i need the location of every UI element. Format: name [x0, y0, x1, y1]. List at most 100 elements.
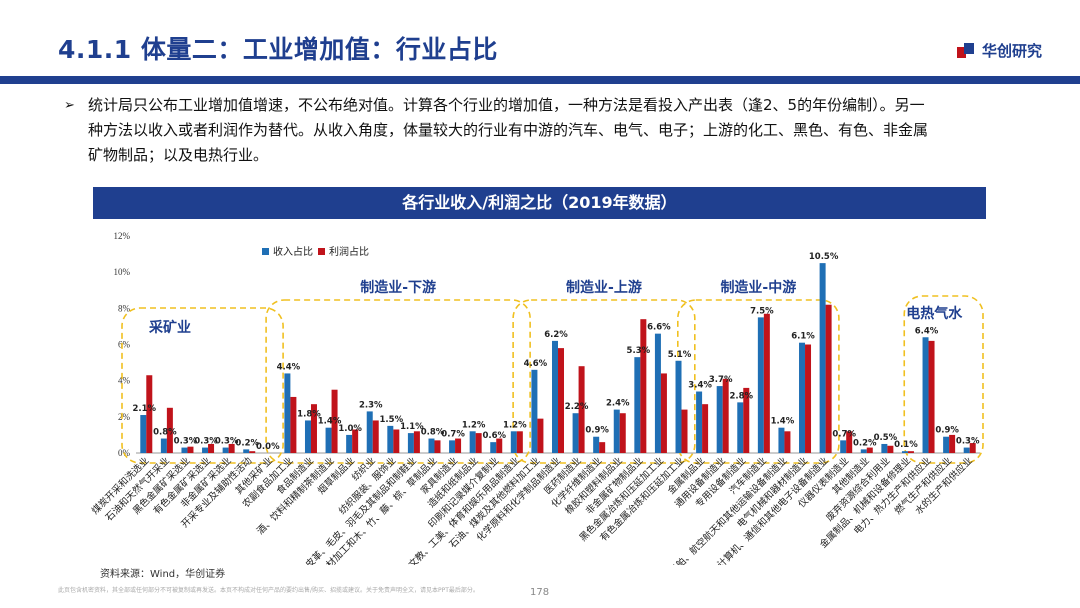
bar-profit [681, 409, 688, 453]
value-label: 0.5% [874, 433, 898, 443]
value-label: 1.4% [771, 417, 795, 427]
bar-revenue [696, 391, 703, 453]
bar-profit [578, 366, 585, 453]
value-label: 6.6% [647, 323, 671, 333]
bar-revenue [160, 438, 167, 453]
bar-profit [331, 389, 338, 453]
bar-profit [310, 404, 317, 453]
value-label: 0.9% [935, 426, 959, 436]
bar-revenue [222, 447, 229, 453]
bar-revenue [675, 360, 682, 453]
bar-profit [743, 387, 750, 453]
value-label: 1.2% [503, 420, 527, 430]
value-label: 0.2% [235, 438, 259, 448]
y-tick-label: 12% [114, 231, 131, 241]
bar-profit [372, 420, 379, 453]
bar-profit [825, 304, 832, 453]
bar-revenue [449, 440, 456, 453]
bar-revenue [716, 386, 723, 453]
value-label: 2.3% [359, 400, 383, 410]
arrow-bullet-icon: ➢ [64, 98, 75, 113]
value-label: 10.5% [809, 252, 839, 262]
brand-mark-icon [956, 42, 974, 58]
source-note: 资料来源：Wind，华创证券 [100, 569, 226, 580]
bar-profit [434, 440, 441, 453]
bar-revenue [387, 425, 394, 453]
bar-revenue [613, 409, 620, 453]
bar-revenue [304, 420, 311, 453]
bar-revenue [346, 434, 353, 453]
bar-revenue [552, 340, 558, 453]
bar-profit [455, 438, 462, 453]
bar-revenue [737, 402, 744, 453]
bar-revenue [428, 438, 435, 453]
value-label: 5.3% [627, 346, 651, 356]
value-label: 6.2% [544, 330, 568, 340]
group-label: 制造业-下游 [360, 279, 436, 296]
value-label: 4.6% [524, 359, 548, 369]
bar-revenue [654, 333, 661, 453]
bar-profit [537, 418, 544, 453]
bar-profit [619, 413, 626, 453]
value-label: 1.0% [338, 424, 362, 434]
bullet-line: 统计局只公布工业增加值增速，不公布绝对值。计算各个行业的增加值，一种方法是看投入… [88, 96, 925, 114]
bar-revenue [243, 449, 250, 453]
bar-profit [949, 434, 956, 453]
bullet-block: ➢ 统计局只公布工业增加值增速，不公布绝对值。计算各个行业的增加值，一种方法是看… [64, 93, 1024, 168]
value-label: 6.1% [791, 332, 815, 342]
value-label: 0.3% [215, 437, 239, 447]
value-label: 0.7% [832, 429, 856, 439]
value-label: 2.1% [133, 404, 157, 414]
bar-profit [763, 313, 770, 453]
bar-profit [722, 378, 729, 453]
y-tick-label: 2% [118, 412, 131, 422]
bar-revenue [922, 337, 929, 453]
bar-profit [558, 348, 564, 453]
bar-profit [413, 431, 420, 453]
bar-revenue [901, 451, 908, 453]
bar-profit [784, 431, 791, 453]
bar-revenue [881, 443, 888, 453]
bar-profit [907, 451, 914, 453]
value-label: 3.7% [709, 375, 733, 385]
bar-chart: 0%2%4%6%8%10%12%收入占比 利润占比采矿业制造业-下游 制造业-上游制… [89, 231, 984, 565]
bar-revenue [634, 357, 641, 453]
bar-revenue [757, 317, 764, 453]
bar-profit [660, 373, 667, 453]
header-divider-bar [0, 76, 1080, 84]
page-title: 4.1.1 体量二：工业增加值：行业占比 [58, 35, 498, 64]
value-label: 2.4% [606, 399, 630, 409]
bar-profit [290, 396, 297, 453]
bar-revenue [819, 263, 826, 453]
bar-profit [805, 344, 812, 453]
bar-revenue [202, 447, 209, 453]
bar-revenue [963, 447, 970, 453]
y-tick-label: 6% [118, 340, 131, 350]
page-number: 178 [530, 587, 550, 598]
bar-revenue [860, 449, 867, 453]
bar-revenue [325, 427, 332, 453]
bar-profit [866, 447, 873, 453]
value-label: 3.4% [688, 381, 712, 391]
value-label: 0.6% [482, 431, 506, 441]
y-tick-label: 8% [118, 303, 131, 313]
value-label: 1.1% [400, 422, 424, 432]
bar-revenue [407, 433, 414, 453]
bar-revenue [140, 415, 147, 453]
bar-revenue [778, 427, 785, 453]
bar-profit [187, 446, 194, 453]
bar-revenue [366, 411, 373, 453]
bar-revenue [284, 373, 291, 453]
group-label: 制造业-中游 [720, 279, 796, 296]
bar-profit [969, 443, 976, 453]
brand-name: 华创研究 [981, 42, 1042, 60]
bar-profit [702, 404, 709, 453]
bar-profit [208, 443, 215, 453]
bar-profit [928, 340, 935, 453]
group-label: 制造业-上游 [566, 279, 642, 296]
value-label: 0.3% [194, 437, 218, 447]
value-label: 4.4% [277, 362, 301, 372]
value-label: 2.8% [729, 391, 753, 401]
value-label: 0.8% [421, 428, 445, 438]
group-box [512, 299, 696, 464]
